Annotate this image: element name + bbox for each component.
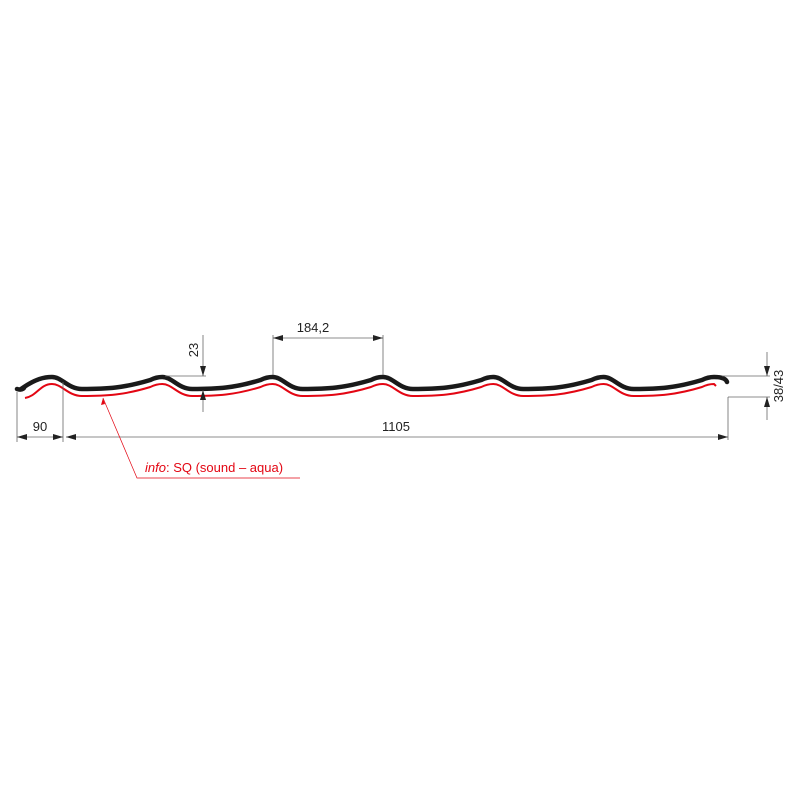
note-leader-arrow-icon (101, 398, 105, 405)
coating-layer-line (24, 382, 717, 399)
note-prefix: info (145, 460, 166, 475)
dim-effective-width-label: 1105 (382, 419, 410, 434)
dim-overlap-label: 90 (33, 419, 47, 434)
dim-total-height-label: 38/43 (771, 370, 786, 403)
sheet-profile-line (14, 374, 730, 392)
note-text: : SQ (sound – aqua) (166, 460, 283, 475)
coating-note: info: SQ (sound – aqua) (145, 460, 283, 475)
dim-wave-height-label: 23 (186, 343, 201, 357)
dim-pitch-label: 184,2 (297, 320, 330, 335)
note-leader-line (102, 397, 300, 479)
dimension-lines (16, 335, 770, 442)
